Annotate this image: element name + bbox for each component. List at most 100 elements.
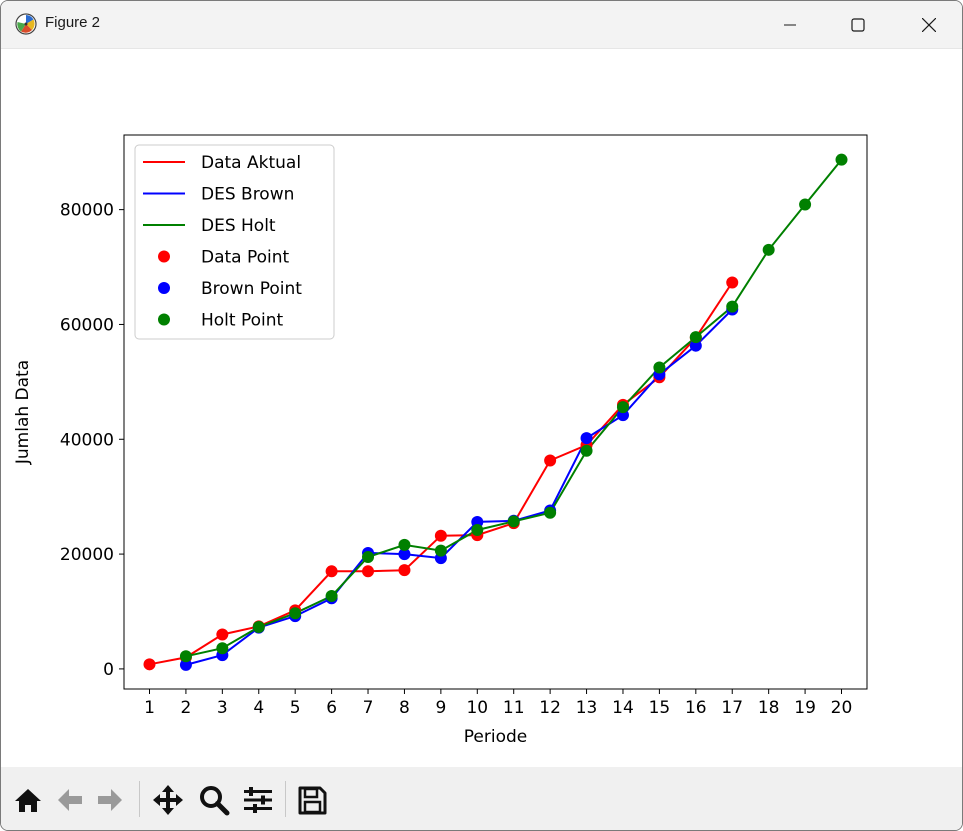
data-point-des-holt xyxy=(289,607,302,620)
legend-label: Holt Point xyxy=(201,311,284,331)
x-tick-label: 18 xyxy=(758,698,780,718)
x-tick-label: 16 xyxy=(685,698,707,718)
data-point-des-holt xyxy=(762,243,775,256)
legend-marker-swatch xyxy=(158,250,170,263)
data-point-des-holt xyxy=(216,642,229,655)
x-tick-label: 8 xyxy=(399,698,410,718)
save-floppy-icon xyxy=(298,786,327,815)
data-point-data-aktual xyxy=(726,276,739,289)
x-tick-label: 7 xyxy=(363,698,374,718)
data-point-des-holt xyxy=(179,650,192,663)
line-chart: 1 2 3 4 5 6 7 8 9 10 11 12 13 14 15 16 17 18 19 20020000400… xyxy=(13,134,868,747)
data-point-des-brown xyxy=(580,432,593,445)
data-point-des-holt xyxy=(471,523,484,536)
legend-marker-swatch xyxy=(158,313,170,326)
x-tick-label: 5 xyxy=(290,698,301,718)
chart-marks xyxy=(143,153,848,671)
series-line-des-brown xyxy=(185,308,733,666)
x-tick-label: 19 xyxy=(794,698,816,718)
pan-button[interactable] xyxy=(151,783,185,817)
data-point-des-holt xyxy=(507,515,520,528)
back-arrow-icon xyxy=(58,789,82,811)
y-tick-label: 40000 xyxy=(60,430,114,450)
data-point-des-holt xyxy=(362,550,375,563)
chart-axes: 1 2 3 4 5 6 7 8 9 10 11 12 13 14 15 16 17 18 19 20020000400… xyxy=(13,134,868,747)
configure-subplots-icon xyxy=(244,787,272,813)
close-icon xyxy=(922,17,936,32)
legend-label: Data Aktual xyxy=(201,153,301,173)
zoom-button[interactable] xyxy=(197,783,231,817)
data-point-data-aktual xyxy=(325,565,338,578)
maximize-button[interactable] xyxy=(835,1,881,48)
maximize-icon xyxy=(851,17,865,32)
x-tick-label: 15 xyxy=(649,698,671,718)
data-point-des-holt xyxy=(726,300,739,313)
x-tick-label: 12 xyxy=(539,698,561,718)
toolbar-separator xyxy=(285,781,286,817)
data-point-des-brown xyxy=(398,548,411,561)
data-point-des-holt xyxy=(799,198,812,211)
data-point-des-holt xyxy=(689,331,702,344)
x-tick-label: 2 xyxy=(181,698,192,718)
data-point-des-brown xyxy=(689,339,702,352)
back-button[interactable] xyxy=(53,783,87,817)
x-tick-label: 14 xyxy=(612,698,634,718)
save-button[interactable] xyxy=(295,783,329,817)
x-tick-label: 10 xyxy=(466,698,488,718)
y-axis-label: Jumlah Data xyxy=(13,360,33,465)
x-tick-label: 9 xyxy=(435,698,446,718)
figure-canvas: 1 2 3 4 5 6 7 8 9 10 11 12 13 14 15 16 17 18 19 20 0 20000 400… xyxy=(1,49,962,765)
data-point-des-holt xyxy=(835,153,848,166)
matplotlib-icon xyxy=(15,13,37,35)
toolbar-separator xyxy=(139,781,140,817)
data-point-des-brown xyxy=(179,658,192,671)
configure-subplots-button[interactable] xyxy=(241,783,275,817)
window-title: Figure 2 xyxy=(45,14,101,31)
data-point-des-holt xyxy=(325,589,338,602)
x-tick-label: 4 xyxy=(253,698,264,718)
x-tick-label: 1 xyxy=(144,698,155,718)
legend-label: DES Brown xyxy=(201,185,294,205)
data-point-des-holt xyxy=(580,444,593,457)
x-tick-label: 11 xyxy=(503,698,525,718)
close-button[interactable] xyxy=(906,1,952,48)
legend-label: Data Point xyxy=(201,248,290,268)
y-tick-label: 60000 xyxy=(60,315,114,335)
data-point-data-aktual xyxy=(398,564,411,577)
data-point-data-aktual xyxy=(362,565,375,578)
data-point-des-holt xyxy=(544,506,557,519)
series-line-data-aktual xyxy=(149,281,734,666)
minimize-button[interactable] xyxy=(767,1,813,48)
x-tick-label: 6 xyxy=(326,698,337,718)
x-tick-label: 13 xyxy=(576,698,598,718)
data-point-des-holt xyxy=(398,538,411,551)
x-tick-label: 17 xyxy=(721,698,743,718)
data-point-des-holt xyxy=(616,401,629,414)
pan-move-icon xyxy=(153,785,183,815)
legend-label: DES Holt xyxy=(201,216,276,236)
data-point-data-aktual xyxy=(143,658,156,671)
data-point-des-holt xyxy=(434,544,447,557)
x-axis-label: Periode xyxy=(464,727,527,747)
legend-label: Brown Point xyxy=(201,279,302,299)
zoom-magnifier-icon xyxy=(200,786,230,816)
forward-button[interactable] xyxy=(93,783,127,817)
data-point-data-aktual xyxy=(544,454,557,467)
minimize-icon xyxy=(784,24,796,25)
navigation-toolbar xyxy=(1,767,962,830)
home-button[interactable] xyxy=(11,783,45,817)
chart-legend: Data Aktual DES Brown DES Holt Data Point Br… xyxy=(134,144,335,340)
y-tick-label: 0 xyxy=(103,660,114,680)
legend-marker-swatch xyxy=(158,282,170,294)
home-icon xyxy=(15,789,41,812)
x-tick-label: 3 xyxy=(217,698,228,718)
y-tick-label: 20000 xyxy=(60,545,114,565)
forward-arrow-icon xyxy=(98,789,122,811)
x-tick-label: 20 xyxy=(831,698,853,718)
data-point-data-aktual xyxy=(216,628,229,641)
data-point-des-holt xyxy=(252,620,265,633)
title-bar: Figure 2 xyxy=(1,1,962,49)
plot-frame xyxy=(123,134,868,690)
data-point-des-holt xyxy=(653,361,666,374)
